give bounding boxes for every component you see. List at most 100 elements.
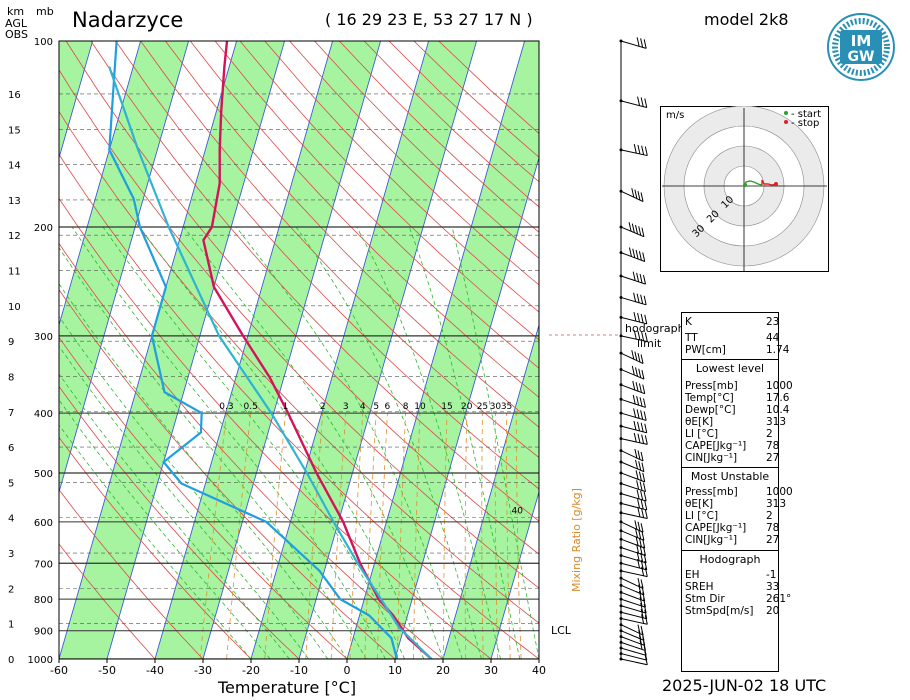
dry-adiabat <box>59 153 539 659</box>
wind-barb-flag <box>640 38 644 48</box>
wind-barb-flag <box>633 432 637 443</box>
isotherm-line <box>59 41 238 659</box>
parcel-line <box>108 66 433 659</box>
km-tick-label: 6 <box>8 443 14 454</box>
wind-barb-flag <box>636 272 640 282</box>
mixing-ratio-tick-label: 30 <box>490 402 502 412</box>
dry-adiabat <box>214 41 539 369</box>
wind-barb-staff <box>620 577 644 589</box>
hodograph-start-legend: - start <box>791 109 821 120</box>
wind-barbs <box>549 37 648 666</box>
isotherm-line <box>394 156 539 659</box>
x-tick-label: -30 <box>194 664 212 677</box>
mixing-ratio-labels: 0.3 0.5 1 2 3 4 5 6 8 10 15 20 25 30 35 40 <box>219 402 523 516</box>
dry-adiabat <box>59 110 539 624</box>
wind-barb-staff <box>620 226 645 238</box>
wind-barb-flag <box>644 423 648 433</box>
km-tick-label: 5 <box>8 478 14 489</box>
lowest-label: Press[mb] <box>685 380 738 392</box>
wind-barb-staff <box>620 538 645 549</box>
wind-barb-staff <box>620 40 647 49</box>
wind-barb-flag <box>641 227 645 237</box>
wind-barb-flag <box>641 531 645 541</box>
wind-barb-flag <box>638 226 642 236</box>
wind-barb-staff <box>620 624 644 636</box>
hodograph-stop-point <box>774 182 778 186</box>
unstable-value: 1000 <box>766 486 793 498</box>
wind-barb-flag <box>641 369 645 380</box>
unstable-value: 313 <box>766 498 787 510</box>
lowest-value: 78 <box>766 440 780 452</box>
wind-barb-staff <box>620 618 648 625</box>
wind-barb-flag <box>637 498 641 509</box>
dry-adiabat <box>90 41 539 522</box>
km-tick-label: 8 <box>8 372 14 383</box>
wind-barb-staff <box>620 647 647 656</box>
wind-barb-staff <box>620 636 645 646</box>
wind-barb-flag <box>633 144 637 154</box>
logo-text-top: IM <box>851 32 872 50</box>
km-tick-label: 16 <box>8 90 21 101</box>
wind-barb-flag <box>631 350 635 360</box>
wind-barb-flag <box>644 609 648 619</box>
x-tick-label: -60 <box>50 664 68 677</box>
x-tick-label: 40 <box>532 664 546 677</box>
lowest-label: CAPE[Jkg⁻¹] <box>685 440 747 452</box>
valid-datetime: 2025-JUN-02 18 UTC <box>662 676 827 695</box>
hodo-label: Stm Dir <box>685 593 725 605</box>
moist-adiabat <box>59 373 290 659</box>
wind-barb-flag <box>635 470 639 480</box>
km-tick-label: 9 <box>8 337 14 348</box>
indices-table: K 23 TT 44 PW[cm] 1.74 Lowest level Press[m… <box>681 312 793 672</box>
wind-barb-flag <box>638 368 642 378</box>
wind-barb-flag <box>640 422 644 432</box>
wind-barb-flag <box>638 590 642 601</box>
isotherm-line <box>154 41 334 659</box>
wind-barb-staff <box>620 555 647 564</box>
wind-barb-flag <box>634 351 638 361</box>
imgw-logo: IM GW <box>826 12 896 86</box>
wind-barb-flag <box>637 96 641 106</box>
hodo-row: SREH 33 <box>682 581 779 593</box>
wind-barb-flag <box>640 608 644 618</box>
most-unstable-title: Most Unstable <box>690 470 770 483</box>
wind-barb-flag <box>641 434 645 444</box>
isotherm-band <box>347 41 539 659</box>
hodograph-limit-label-1: hodograph <box>625 322 685 335</box>
unstable-value: 27 <box>766 534 780 546</box>
lowest-value: 1000 <box>766 380 793 392</box>
pressure-tick-label: 200 <box>34 223 53 234</box>
wind-barb-flag <box>635 536 639 546</box>
wind-barb-flag <box>633 420 637 431</box>
wind-barb-staff <box>620 591 645 602</box>
wind-barb-flag <box>637 144 641 155</box>
wind-barb-staff <box>620 190 644 202</box>
wind-barb-flag <box>637 421 641 432</box>
hodograph-trace-high <box>761 179 777 186</box>
lowest-value: 27 <box>766 452 780 464</box>
wind-barb-staff <box>620 605 647 614</box>
dry-adiabat <box>59 197 492 659</box>
x-tick-label: 10 <box>388 664 402 677</box>
x-tick-label: 30 <box>484 664 498 677</box>
wind-barb-flag <box>642 539 646 549</box>
wind-barb-staff <box>620 461 645 473</box>
lowest-label: LI [°C] <box>685 428 719 440</box>
lowest-label: Dewp[°C] <box>685 404 736 416</box>
moist-adiabat <box>59 424 252 659</box>
km-tick-label: 15 <box>8 125 21 136</box>
wind-barb-flag <box>637 190 641 201</box>
wind-barb-staff <box>620 252 645 262</box>
mixing-ratio-tick-label: 5 <box>373 402 379 412</box>
wind-barb-flag <box>631 188 635 198</box>
x-tick-label: -20 <box>242 664 260 677</box>
km-tick-label: 3 <box>8 549 14 560</box>
wind-barb-flag <box>631 365 635 376</box>
wind-barb-flag <box>637 577 641 588</box>
wind-barb-staff <box>620 562 647 571</box>
mixing-ratio-tick-label: 0.3 <box>219 402 233 412</box>
wind-barb-flag <box>631 223 635 233</box>
unstable-row: LI [°C] 2 <box>682 510 778 522</box>
wind-barb-flag <box>634 189 638 199</box>
pw-label: PW[cm] <box>685 344 726 356</box>
